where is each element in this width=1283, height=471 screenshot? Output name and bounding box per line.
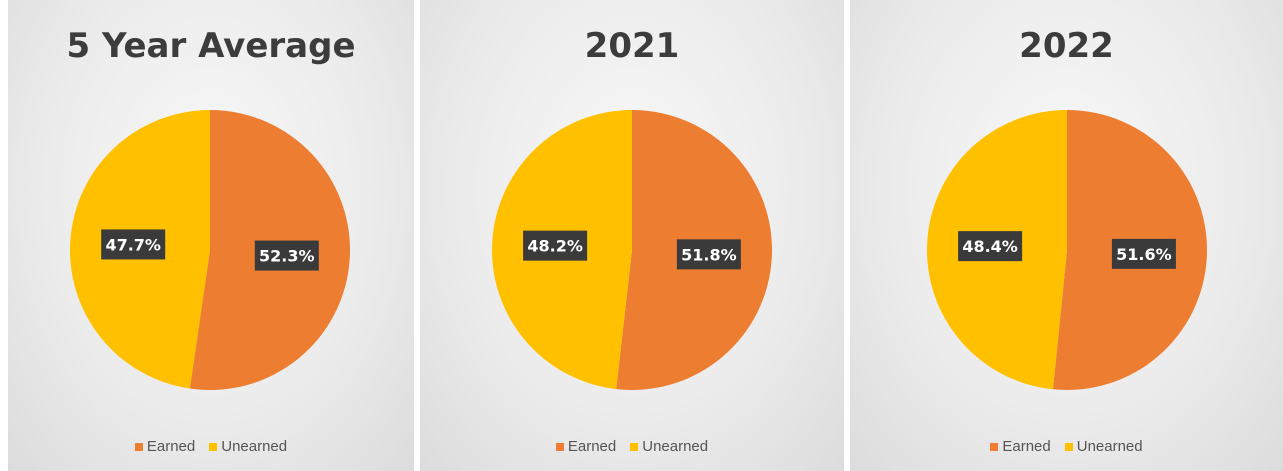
pie-chart: 51.8% 48.2% (491, 110, 772, 390)
legend-label-earned: Earned (1002, 438, 1051, 455)
pie-chart: 51.6% 48.4% (926, 110, 1207, 390)
legend-label-unearned: Unearned (221, 438, 288, 455)
legend-label-unearned: Unearned (1076, 438, 1143, 455)
data-label-text: 51.8% (681, 245, 737, 264)
chart-panel-2022: 2022 51.6% 48.4% Earned Unearned (850, 0, 1283, 471)
legend: Earned Unearned (420, 438, 844, 455)
data-label-unearned: 48.4% (958, 231, 1023, 262)
data-label-unearned: 47.7% (101, 229, 166, 260)
data-label-box (1111, 238, 1176, 269)
legend-swatch-earned (555, 442, 564, 451)
legend-swatch-unearned (1064, 442, 1073, 451)
legend-item-unearned: Unearned (1064, 438, 1143, 455)
data-label-box (254, 240, 319, 271)
legend-swatch-unearned (630, 442, 639, 451)
legend-item-unearned: Unearned (630, 438, 708, 455)
legend: Earned Unearned (8, 438, 414, 455)
legend-label-unearned: Unearned (642, 438, 709, 455)
legend: Earned Unearned (850, 438, 1283, 455)
chart-title: 2021 (584, 26, 680, 66)
data-label-text: 51.6% (1116, 245, 1172, 264)
data-label-earned: 52.3% (254, 240, 319, 271)
legend-swatch-earned (990, 442, 999, 451)
chart-title: 5 Year Average (66, 26, 356, 66)
legend-item-earned: Earned (134, 438, 196, 455)
chart-title: 2022 (1019, 26, 1114, 66)
data-label-box (676, 239, 741, 270)
data-label-text: 47.7% (105, 235, 161, 254)
data-label-box (523, 230, 588, 261)
legend-item-earned: Earned (990, 438, 1051, 455)
chart-panel-2021: 2021 51.8% 48.2% Earned Unearned (420, 0, 844, 471)
data-label-text: 52.3% (259, 247, 315, 266)
legend-item-unearned: Unearned (209, 438, 287, 455)
data-label-box (101, 229, 166, 260)
legend-label-earned: Earned (567, 438, 617, 455)
legend-item-earned: Earned (555, 438, 617, 455)
data-label-text: 48.4% (962, 237, 1018, 256)
legend-swatch-earned (134, 442, 143, 451)
data-label-text: 48.2% (527, 237, 583, 256)
data-label-earned: 51.6% (1111, 238, 1176, 269)
data-label-earned: 51.8% (676, 239, 741, 270)
pie-chart: 52.3% 47.7% (70, 110, 351, 390)
chart-panel-5-year-average: 5 Year Average 52.3% 47.7% Earned Unearne… (8, 0, 414, 471)
data-label-box (958, 231, 1023, 262)
data-label-unearned: 48.2% (523, 230, 588, 261)
legend-label-earned: Earned (146, 438, 196, 455)
legend-swatch-unearned (209, 442, 218, 451)
